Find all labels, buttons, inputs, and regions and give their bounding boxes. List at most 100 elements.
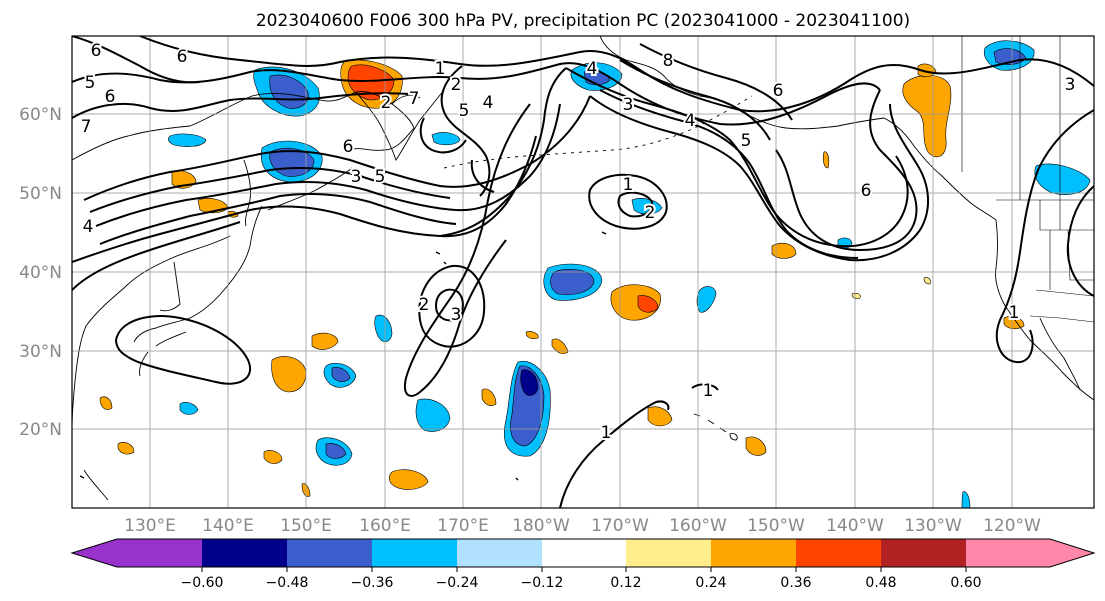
hawaii-islands xyxy=(693,413,738,441)
contour-label: 3 xyxy=(351,167,362,187)
contour-label: 2 xyxy=(451,75,462,95)
pv-contour xyxy=(995,109,1094,364)
pv-contour xyxy=(691,383,719,391)
us-state-borders xyxy=(1035,200,1094,297)
pv-contour xyxy=(434,288,464,322)
na-west-coastline xyxy=(995,219,1094,401)
colorbar-bin xyxy=(966,539,1094,567)
colorbar-bin xyxy=(881,539,966,567)
precip-region xyxy=(647,406,673,427)
contour-label: 4 xyxy=(483,93,494,113)
precip-region xyxy=(388,469,429,490)
sakhalin-coastline xyxy=(243,159,251,227)
contour-label: 7 xyxy=(409,89,420,109)
pv-contour xyxy=(439,67,567,237)
us-mexico-border xyxy=(1029,315,1094,323)
precip-region xyxy=(374,314,393,343)
precip-region xyxy=(263,450,283,464)
contour-label: 6 xyxy=(91,41,102,61)
lat-label: 40°N xyxy=(19,263,62,283)
precip-region xyxy=(311,332,339,350)
colorbar-tick-label: −0.60 xyxy=(181,575,224,591)
pv-contour xyxy=(72,221,241,291)
colorbar-bin xyxy=(626,539,711,567)
precip-region xyxy=(631,198,663,215)
colorbar-bin xyxy=(796,539,881,567)
precip-region xyxy=(520,369,539,396)
pv-contour xyxy=(72,36,201,84)
pv-contour xyxy=(619,59,771,141)
contour-label: 5 xyxy=(741,131,752,151)
contour-label: 4 xyxy=(83,217,94,237)
precip-region xyxy=(551,338,569,354)
colorbar-bin xyxy=(72,539,202,567)
pv-contour xyxy=(89,167,451,213)
colorbar-bin xyxy=(457,539,542,567)
contour-labels: 6 6 5 6 7 1 2 2 7 5 4 6 5 3 4 8 3 4 5 6 xyxy=(79,39,1078,445)
lon-label: 150°W xyxy=(747,516,805,536)
lat-label: 50°N xyxy=(19,184,62,204)
lat-label: 60°N xyxy=(19,105,62,125)
contour-label: 1 xyxy=(435,59,446,79)
contour-label: 6 xyxy=(177,47,188,67)
precip-region xyxy=(745,436,767,456)
precip-region xyxy=(902,74,952,158)
lon-label: 140°E xyxy=(202,516,254,536)
pv-contour xyxy=(72,62,881,126)
colorbar-bin xyxy=(372,539,457,567)
precip-region xyxy=(431,132,461,146)
map-panel: 6 6 5 6 7 1 2 2 7 5 4 6 5 3 4 8 3 4 5 6 xyxy=(71,35,1095,509)
contour-label: 2 xyxy=(381,93,392,113)
precip-region xyxy=(923,277,931,285)
precip-region xyxy=(99,396,113,410)
precip-region xyxy=(117,442,135,455)
precip-region xyxy=(325,443,347,459)
pv-contour xyxy=(599,89,859,259)
precip-region xyxy=(550,269,595,295)
pv-contour xyxy=(419,117,467,154)
colorbar: −0.60 −0.48 −0.36 −0.24 −0.12 0.12 0.24 … xyxy=(70,538,1096,591)
pv-contour xyxy=(617,191,654,218)
pv-contour xyxy=(588,173,668,230)
lat-label: 20°N xyxy=(19,420,62,440)
alaska-coastline xyxy=(599,36,997,221)
precip-region xyxy=(168,133,207,147)
lon-label: 120°W xyxy=(983,516,1041,536)
contour-label: 6 xyxy=(773,81,784,101)
contour-label: 5 xyxy=(375,167,386,187)
lon-label: 150°E xyxy=(280,516,332,536)
colorbar-tick-label: 0.36 xyxy=(780,575,811,591)
contour-label: 3 xyxy=(451,305,462,325)
lat-label: 30°N xyxy=(19,342,62,362)
pv-contour xyxy=(72,92,411,119)
colorbar-tick-label: −0.12 xyxy=(521,575,564,591)
korea-coastline xyxy=(159,261,181,312)
pv-contour xyxy=(139,36,1094,113)
canada-province-borders xyxy=(1019,36,1061,200)
lon-label: 160°W xyxy=(669,516,727,536)
precip-region xyxy=(271,356,307,393)
pv-contour xyxy=(95,103,561,227)
contour-label: 1 xyxy=(703,381,714,401)
contour-label: 1 xyxy=(601,423,612,443)
lon-label: 130°E xyxy=(124,516,176,536)
precip-region xyxy=(637,295,659,313)
colorbar-bin xyxy=(542,539,626,567)
pv-contour xyxy=(775,89,918,252)
pv-contour xyxy=(440,65,491,197)
pv-contour xyxy=(418,264,486,348)
contour-label: 3 xyxy=(623,95,634,115)
contour-label: 2 xyxy=(645,203,656,223)
contour-label: 1 xyxy=(623,175,634,195)
precip-region xyxy=(481,388,497,406)
pv-contours xyxy=(72,36,1094,508)
colorbar-tick-label: −0.36 xyxy=(351,575,394,591)
colorbar-tick-label: 0.24 xyxy=(695,575,726,591)
colorbar-tick-label: 0.60 xyxy=(950,575,981,591)
precip-region xyxy=(179,402,199,415)
lon-label: 180°W xyxy=(512,516,570,536)
pv-contour xyxy=(565,67,909,248)
colorbar-bin xyxy=(711,539,796,567)
contour-label: 2 xyxy=(419,295,430,315)
contour-label: 8 xyxy=(663,51,674,71)
